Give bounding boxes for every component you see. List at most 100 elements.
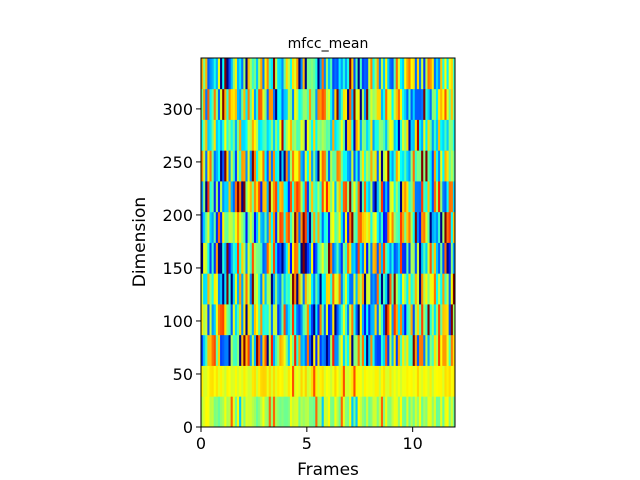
heatmap-cell [328, 211, 331, 243]
heatmap-cell [374, 150, 378, 182]
heatmap-cell [260, 150, 263, 182]
heatmap-cell [344, 181, 348, 213]
heatmap-cell [334, 396, 337, 428]
heatmap-cell [372, 273, 375, 305]
heatmap-cell [249, 334, 253, 366]
heatmap-cell [438, 150, 441, 182]
heatmap-cell [243, 58, 246, 90]
heatmap-cell [234, 58, 238, 90]
heatmap-cell [380, 181, 384, 213]
heatmap-cell [427, 150, 430, 182]
heatmap-cell [380, 211, 384, 243]
heatmap-cell [304, 396, 308, 428]
heatmap-cell [264, 150, 268, 182]
heatmap-cell [311, 88, 314, 120]
heatmap-cell [450, 242, 454, 274]
heatmap-cell [239, 365, 242, 397]
heatmap-cell [201, 58, 204, 90]
heatmap-cell [431, 334, 435, 366]
heatmap-cell [380, 88, 384, 120]
heatmap-cell [311, 273, 314, 305]
heatmap-cell [444, 211, 447, 243]
heatmap-cell [410, 58, 414, 90]
heatmap-cell [230, 119, 234, 151]
heatmap-cell [408, 334, 411, 366]
heatmap-cell [370, 304, 373, 336]
heatmap-cell [215, 242, 219, 274]
heatmap-cell [262, 273, 265, 305]
heatmap-cell [292, 334, 295, 366]
heatmap-cell [270, 181, 274, 213]
heatmap-cell [236, 119, 240, 151]
heatmap-cell [372, 150, 375, 182]
heatmap-cell [380, 242, 384, 274]
heatmap-cell [357, 211, 361, 243]
heatmap-cell [266, 365, 270, 397]
heatmap-cell [209, 273, 212, 305]
heatmap-cell [444, 304, 447, 336]
heatmap-cell [253, 119, 257, 151]
heatmap-cell [298, 58, 301, 90]
heatmap-cell [440, 242, 443, 274]
heatmap-cell [431, 58, 435, 90]
heatmap-cell [349, 181, 352, 213]
heatmap-cell [256, 304, 259, 336]
heatmap-cell [342, 242, 346, 274]
heatmap-cell [292, 396, 295, 428]
heatmap-cell [277, 150, 280, 182]
heatmap-cell [376, 365, 380, 397]
heatmap-cell [427, 242, 430, 274]
heatmap-cell [355, 88, 359, 120]
heatmap-cell [302, 119, 306, 151]
heatmap-cell [241, 365, 244, 397]
heatmap-cell [410, 88, 414, 120]
heatmap-cell [232, 242, 236, 274]
heatmap-cell [334, 150, 337, 182]
heatmap-cell [201, 365, 204, 397]
heatmap-cell [266, 150, 270, 182]
heatmap-cell [440, 365, 443, 397]
heatmap-cell [423, 242, 426, 274]
heatmap-cell [355, 334, 359, 366]
heatmap-cell [349, 304, 352, 336]
plot-frame [200, 57, 456, 428]
heatmap-cell [351, 88, 354, 120]
heatmap-cell [251, 211, 255, 243]
heatmap-cell [419, 150, 422, 182]
heatmap-cell [277, 211, 280, 243]
heatmap-cell [217, 119, 221, 151]
heatmap-cell [372, 181, 375, 213]
heatmap-cell [313, 150, 316, 182]
heatmap-cell [264, 211, 268, 243]
heatmap-cell [203, 242, 206, 274]
heatmap-cell [258, 181, 261, 213]
heatmap-cell [281, 334, 284, 366]
heatmap-cell [383, 119, 386, 151]
heatmap-cell [349, 273, 352, 305]
heatmap-cell [370, 58, 373, 90]
heatmap-cell [268, 211, 272, 243]
heatmap-cell [319, 119, 323, 151]
heatmap-cell [361, 150, 365, 182]
heatmap-cell [283, 150, 287, 182]
heatmap-cell [224, 88, 227, 120]
heatmap-cell [412, 211, 416, 243]
heatmap-cell [325, 334, 329, 366]
heatmap-cell [387, 150, 390, 182]
heatmap-cell [289, 181, 293, 213]
heatmap-cell [425, 58, 428, 90]
heatmap-cell [357, 396, 361, 428]
heatmap-cell [283, 181, 287, 213]
heatmap-cell [285, 181, 289, 213]
heatmap-cell [249, 273, 253, 305]
heatmap-cell [404, 150, 407, 182]
heatmap-cell [222, 211, 225, 243]
heatmap-cell [433, 242, 437, 274]
heatmap-cell [347, 150, 350, 182]
heatmap-cell [236, 396, 240, 428]
x-axis: 0 5 10 [196, 427, 423, 453]
heatmap-cell [404, 242, 407, 274]
heatmap-cell [450, 58, 454, 90]
heatmap-cell [440, 119, 443, 151]
heatmap-cell [412, 58, 416, 90]
